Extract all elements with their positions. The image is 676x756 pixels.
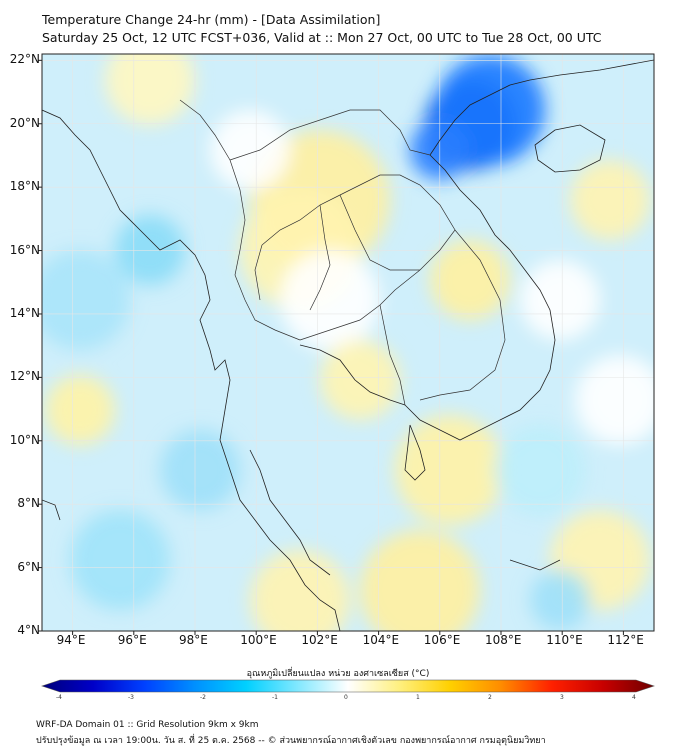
- lat-lon-grid: [42, 54, 654, 631]
- borders: [179, 99, 506, 406]
- anomaly-patch: [160, 430, 240, 510]
- anomaly-patch: [395, 415, 505, 525]
- anomaly-patch: [430, 240, 510, 320]
- anomaly-patch: [320, 340, 400, 420]
- colorbar-tick-label: -3: [128, 694, 134, 701]
- temperature-field: [42, 54, 654, 631]
- anomaly-patch: [210, 110, 290, 190]
- anomaly-patch: [520, 260, 600, 340]
- lat-label: 18°N: [9, 179, 40, 194]
- lon-label: 106°E: [423, 633, 461, 647]
- colorbar-tick-label: 1: [416, 694, 420, 701]
- colorbar-tick-label: 4: [632, 694, 636, 701]
- anomaly-patch: [45, 375, 115, 445]
- anomaly-patch: [105, 54, 195, 125]
- colorbar-tick-label: 2: [488, 694, 492, 701]
- map-subtitle: Saturday 25 Oct, 12 UTC FCST+036, Valid …: [42, 30, 602, 45]
- footer-model-info: WRF-DA Domain 01 :: Grid Resolution 9km …: [36, 720, 259, 730]
- lat-label: 22°N: [9, 52, 40, 67]
- temperature-change-map: [38, 53, 655, 635]
- anomaly-patch: [70, 510, 170, 610]
- lon-label: 102°E: [301, 633, 338, 647]
- anomaly-patch: [530, 570, 590, 630]
- lat-label: 6°N: [17, 559, 40, 574]
- colorbar-tick-label: -1: [272, 694, 278, 701]
- lat-label: 4°N: [17, 623, 40, 637]
- anomaly-patch: [570, 160, 650, 240]
- lon-label: 104°E: [362, 633, 400, 647]
- footer-credit: ปรับปรุงข้อมูล ณ เวลา 19:00น. วัน ส. ที่…: [36, 736, 546, 746]
- lat-label: 8°N: [17, 496, 40, 511]
- anomaly-patch: [42, 250, 130, 350]
- lon-label: 96°E: [117, 633, 147, 647]
- lon-label: 98°E: [179, 633, 208, 647]
- lat-label: 14°N: [9, 305, 40, 320]
- lon-label: 100°E: [240, 633, 277, 647]
- anomaly-patch: [115, 215, 185, 285]
- lon-label: 94°E: [56, 633, 86, 647]
- coastlines: [42, 59, 654, 631]
- colorbar-tick-label: -4: [56, 694, 62, 701]
- colorbar-gradient: [41, 679, 655, 693]
- anomaly-patch: [495, 425, 585, 515]
- anomaly-patch: [280, 250, 380, 350]
- lat-label: 16°N: [9, 242, 40, 257]
- lat-label: 20°N: [9, 115, 40, 130]
- map-title: Temperature Change 24-hr (mm) - [Data As…: [42, 12, 381, 27]
- colorbar-tick-label: 0: [344, 694, 348, 701]
- lat-label: 12°N: [9, 369, 40, 384]
- anomaly-patch: [250, 550, 350, 631]
- map-frame: [41, 53, 655, 632]
- colorbar-tick-label: 3: [560, 694, 564, 701]
- anomaly-patch: [575, 355, 654, 445]
- lat-label: 10°N: [9, 432, 40, 447]
- colorbar-tick-label: -2: [200, 694, 206, 701]
- lon-label: 108°E: [485, 633, 522, 647]
- lon-label: 112°E: [607, 633, 644, 647]
- lon-label: 110°E: [546, 633, 583, 647]
- anomaly-patch: [360, 530, 480, 631]
- colorbar-title: อุณหภูมิเปลี่ยนแปลง หน่วย องศาเซลเซียส (…: [246, 669, 430, 679]
- axis-ticks: [38, 59, 624, 635]
